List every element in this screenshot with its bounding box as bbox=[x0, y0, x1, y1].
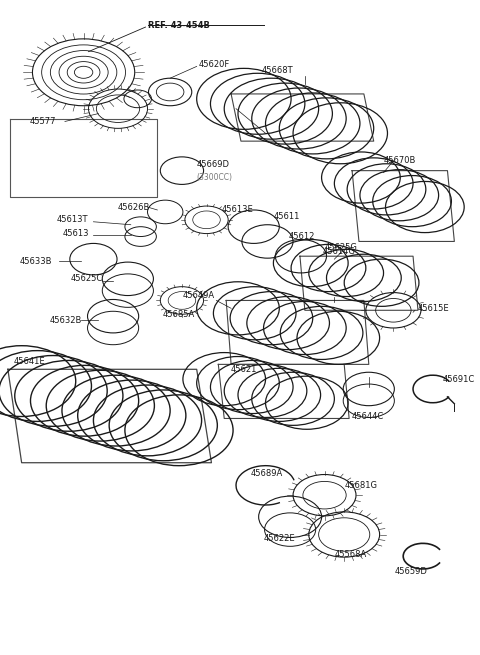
Text: 45625C: 45625C bbox=[71, 274, 103, 284]
Text: 45621: 45621 bbox=[231, 365, 257, 374]
Text: 45670B: 45670B bbox=[384, 157, 416, 165]
Text: 45689A: 45689A bbox=[251, 469, 283, 478]
Text: 45613: 45613 bbox=[63, 229, 89, 238]
Text: REF. 43-454B: REF. 43-454B bbox=[147, 20, 209, 29]
Text: 45626B: 45626B bbox=[118, 202, 150, 212]
Text: 45632B: 45632B bbox=[49, 316, 82, 325]
Text: 45611: 45611 bbox=[274, 212, 300, 221]
Text: (3300CC): (3300CC) bbox=[197, 173, 233, 182]
Text: 45691C: 45691C bbox=[443, 375, 475, 384]
Text: 45685A: 45685A bbox=[162, 310, 194, 319]
Text: 45633B: 45633B bbox=[20, 257, 52, 266]
Text: 45641E: 45641E bbox=[14, 357, 46, 366]
Text: 45577: 45577 bbox=[29, 117, 56, 126]
Text: 45644C: 45644C bbox=[352, 412, 384, 421]
Text: 45681G: 45681G bbox=[344, 481, 377, 490]
Text: 45659D: 45659D bbox=[395, 567, 428, 576]
Text: 45649A: 45649A bbox=[182, 291, 215, 300]
Text: 45613T: 45613T bbox=[57, 215, 88, 224]
Text: 45615E: 45615E bbox=[418, 304, 450, 313]
Text: 45614G: 45614G bbox=[323, 247, 356, 256]
Text: 45612: 45612 bbox=[288, 232, 314, 241]
Text: 45668T: 45668T bbox=[262, 66, 293, 75]
Text: 45620F: 45620F bbox=[199, 60, 230, 69]
Text: 45625G: 45625G bbox=[324, 243, 358, 252]
Text: 45568A: 45568A bbox=[335, 550, 367, 559]
Text: 45622E: 45622E bbox=[264, 534, 295, 543]
Text: 45613E: 45613E bbox=[221, 206, 253, 214]
Text: 45669D: 45669D bbox=[197, 160, 230, 169]
